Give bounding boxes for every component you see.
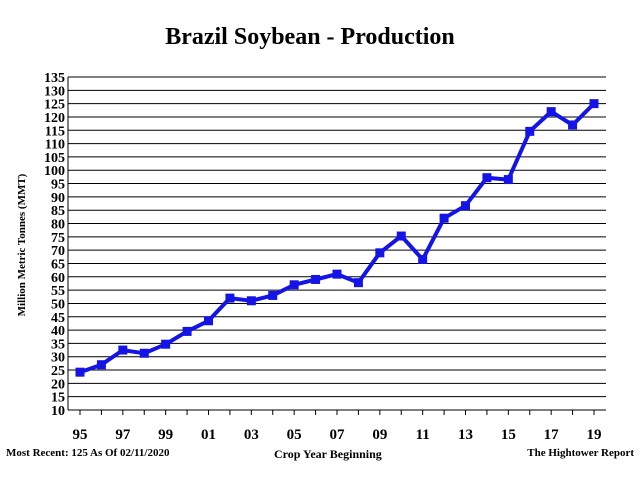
- data-point: [268, 290, 278, 300]
- y-tick-label: 125: [44, 98, 65, 113]
- y-tick-label: 35: [51, 337, 65, 352]
- data-point: [161, 339, 171, 349]
- y-tick-label: 70: [51, 244, 65, 259]
- y-tick-label: 45: [51, 311, 65, 326]
- y-tick-label: 80: [51, 218, 65, 233]
- x-axis-label: Crop Year Beginning: [274, 447, 382, 461]
- x-tick-label: 03: [244, 427, 259, 443]
- y-tick-label: 135: [44, 71, 65, 86]
- data-point: [246, 296, 256, 306]
- y-tick-label: 95: [51, 178, 65, 193]
- data-point: [204, 316, 213, 326]
- y-tick-label: 50: [51, 297, 65, 312]
- x-tick-label: 99: [158, 427, 173, 443]
- y-tick-label: 10: [51, 404, 65, 419]
- y-tick-label: 25: [51, 364, 65, 379]
- data-point: [525, 126, 535, 136]
- data-point: [589, 99, 599, 109]
- y-tick-label: 55: [51, 284, 65, 299]
- data-point: [568, 120, 578, 130]
- data-point: [289, 280, 299, 290]
- y-tick-label: 100: [44, 164, 65, 179]
- footer-source: The Hightower Report: [527, 447, 634, 459]
- data-point: [139, 348, 149, 358]
- data-point: [225, 293, 235, 303]
- y-tick-label: 40: [51, 324, 65, 339]
- data-point: [96, 360, 106, 370]
- data-point: [418, 254, 428, 264]
- y-tick-label: 75: [51, 231, 65, 246]
- y-tick-label: 30: [51, 351, 65, 366]
- y-tick-label: 130: [44, 84, 65, 99]
- data-point: [182, 326, 192, 336]
- x-tick-label: 97: [115, 427, 131, 443]
- data-point: [546, 107, 556, 117]
- y-tick-label: 15: [51, 391, 65, 406]
- y-tick-label: 110: [45, 138, 65, 153]
- x-tick-label: 15: [501, 427, 516, 443]
- y-tick-label: 105: [44, 151, 65, 166]
- x-tick-label: 19: [587, 427, 602, 443]
- x-tick-label: 07: [330, 427, 346, 443]
- y-tick-label: 115: [45, 124, 65, 139]
- y-tick-label: 65: [51, 257, 65, 272]
- data-point: [375, 248, 385, 258]
- y-tick-label: 20: [51, 377, 65, 392]
- x-tick-label: 95: [73, 427, 88, 443]
- data-point: [396, 231, 406, 241]
- y-tick-label: 90: [51, 191, 65, 206]
- data-point: [75, 367, 85, 377]
- data-point: [332, 269, 342, 279]
- x-tick-label: 17: [544, 427, 560, 443]
- data-point: [353, 278, 363, 288]
- y-tick-label: 120: [44, 111, 65, 126]
- data-point: [461, 201, 470, 211]
- data-point: [118, 345, 128, 355]
- chart-title: Brazil Soybean - Production: [165, 24, 455, 50]
- data-point: [482, 173, 492, 183]
- y-tick-label: 60: [51, 271, 65, 286]
- data-point: [503, 175, 513, 185]
- y-tick-label: 85: [51, 204, 65, 219]
- data-point: [439, 213, 449, 223]
- x-tick-label: 13: [458, 427, 473, 443]
- x-tick-label: 09: [372, 427, 387, 443]
- footer-most-recent: Most Recent: 125 As Of 02/11/2020: [6, 447, 170, 459]
- x-tick-label: 01: [201, 427, 216, 443]
- x-tick-label: 05: [287, 427, 302, 443]
- data-point: [311, 274, 321, 284]
- x-tick-label: 11: [416, 427, 430, 443]
